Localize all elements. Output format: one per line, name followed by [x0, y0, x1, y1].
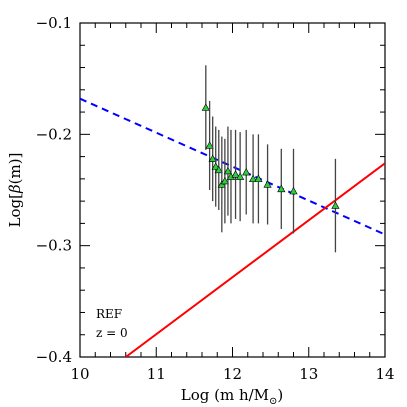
x-tick-label: 12	[223, 365, 242, 383]
x-tick-label: 10	[70, 365, 89, 383]
data-point	[205, 100, 214, 190]
data-point	[231, 129, 240, 219]
point-marker	[208, 154, 217, 163]
x-label-sub: ⊙	[269, 396, 277, 407]
data-point	[277, 148, 286, 229]
y-label-pre: Log[	[6, 193, 24, 227]
point-marker	[289, 186, 298, 195]
x-axis-label: Log (m h/M⊙)	[181, 386, 284, 407]
data-point	[248, 134, 258, 224]
data-point	[214, 129, 223, 211]
data-point	[254, 134, 263, 224]
data-point	[208, 116, 217, 202]
data-point	[220, 138, 229, 224]
y-tick-label: −0.1	[36, 14, 72, 32]
point-marker	[331, 201, 340, 209]
model-line	[125, 162, 385, 357]
data-point	[242, 129, 251, 215]
annotation-ref: REF	[96, 307, 122, 321]
data-point	[263, 144, 272, 225]
y-label-post: (m)]	[6, 153, 24, 185]
data-points	[201, 65, 340, 253]
data-point	[223, 126, 233, 216]
point-marker	[277, 184, 286, 193]
point-marker	[214, 165, 223, 174]
x-tick-label: 11	[147, 365, 166, 383]
data-point	[236, 132, 245, 222]
y-tick-label: −0.2	[36, 125, 72, 143]
y-tick-label: −0.4	[36, 348, 72, 366]
data-point	[331, 158, 340, 253]
point-marker	[211, 162, 220, 170]
x-label-close: )	[277, 386, 283, 404]
y-tick-label: −0.3	[36, 237, 72, 255]
x-tick-label: 13	[299, 365, 318, 383]
fit-line	[80, 97, 385, 236]
point-marker	[223, 166, 233, 175]
ticks	[79, 22, 386, 358]
point-marker	[242, 167, 251, 176]
y-axis-label: Log[β(m)]	[6, 153, 24, 228]
point-marker	[220, 176, 229, 185]
data-point	[289, 148, 298, 234]
point-marker	[231, 170, 240, 178]
point-marker	[254, 174, 263, 183]
point-marker	[205, 141, 214, 149]
plot-frame	[79, 22, 386, 358]
point-marker	[263, 180, 272, 188]
y-label-beta: β	[6, 184, 24, 194]
annotation-redshift: z = 0	[96, 326, 128, 340]
point-marker	[236, 172, 245, 180]
x-tick-label: 14	[375, 365, 394, 383]
point-marker	[201, 103, 210, 111]
x-label-main: Log (m h/M	[181, 386, 269, 404]
data-point	[211, 126, 220, 207]
tick-labels: 10 11 12 13 14 −0.4 −0.3 −0.2 −0.1	[36, 14, 395, 383]
data-point	[201, 65, 210, 150]
point-marker	[248, 174, 258, 183]
